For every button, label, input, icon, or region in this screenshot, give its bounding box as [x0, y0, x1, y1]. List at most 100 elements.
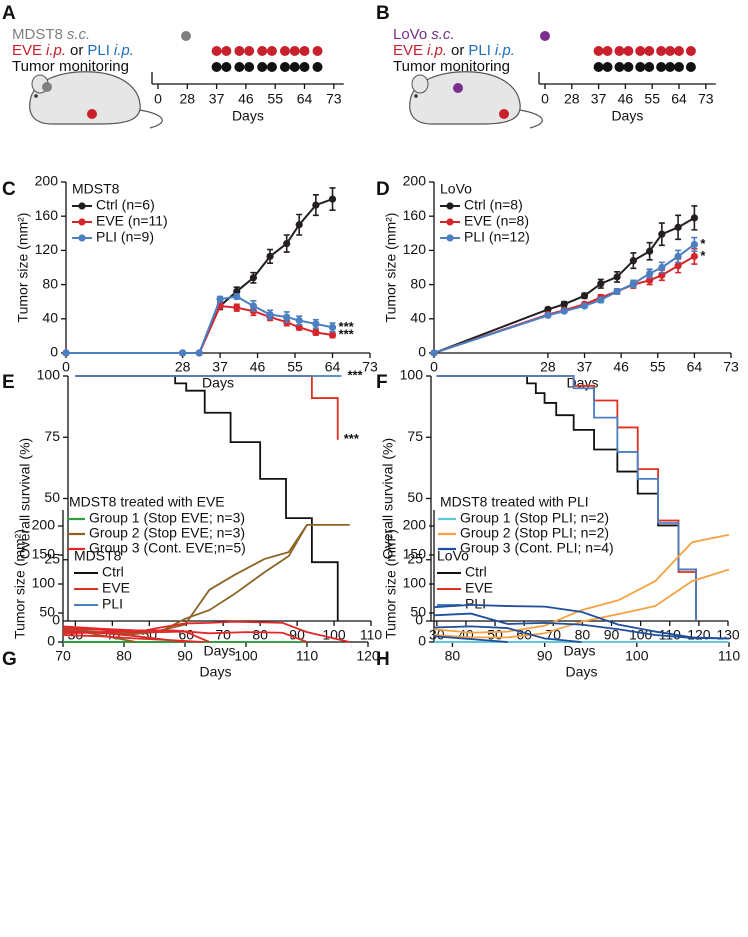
x-tick-label: 64 — [297, 91, 313, 107]
data-point — [629, 257, 637, 265]
monitoring-dot — [635, 62, 646, 72]
monitoring-dot — [211, 62, 222, 72]
legend-marker — [446, 234, 454, 242]
survival-curve — [436, 375, 697, 621]
x-tick-label: 0 — [541, 91, 549, 107]
treatment-dot — [279, 46, 290, 56]
x-tick-label: 73 — [326, 91, 342, 107]
y-tick-label: 100 — [403, 575, 427, 591]
x-tick-label: 28 — [564, 91, 580, 107]
treatment-dot — [685, 46, 696, 56]
treatment-dot — [257, 46, 268, 56]
monitoring-dot — [614, 62, 625, 72]
treatment-label: EVE i.p. or PLI i.p. — [12, 42, 134, 59]
monitoring-dot — [312, 62, 323, 72]
drug: EVE — [393, 42, 423, 59]
y-axis-label: Tumor size (mm²) — [383, 529, 399, 639]
x-tick-label: 73 — [362, 359, 378, 375]
x-tick-label: 90 — [177, 648, 193, 664]
data-point — [629, 280, 637, 288]
data-point — [233, 292, 241, 301]
legend-label: Ctrl — [102, 564, 124, 580]
treatment-dot — [593, 46, 604, 56]
data-point — [312, 328, 320, 337]
treatment-dot — [614, 46, 625, 56]
x-tick-label: 0 — [154, 91, 162, 107]
series-line — [433, 243, 695, 354]
significance: *** — [339, 319, 355, 334]
injection-site — [453, 83, 463, 93]
injection-site — [42, 82, 52, 92]
x-tick-label: 100 — [625, 648, 649, 664]
x-tick-label: 37 — [591, 91, 607, 107]
data-point — [295, 316, 303, 325]
y-tick-label: 50 — [407, 489, 423, 505]
x-tick-label: 80 — [575, 627, 591, 643]
x-tick-label: 46 — [613, 359, 629, 375]
y-tick-label: 50 — [410, 604, 426, 620]
treatment-dot — [665, 46, 676, 56]
panel-letter: B — [376, 3, 390, 24]
individual-curve — [433, 533, 730, 634]
legend-label: PLI (n=9) — [96, 229, 154, 245]
significance: *** — [339, 326, 355, 341]
panel-letter: F — [376, 372, 388, 393]
x-tick-label: 110 — [360, 627, 383, 643]
x-tick-label: 0 — [62, 359, 70, 375]
connector: or — [70, 42, 83, 59]
data-point — [295, 221, 303, 229]
treatment-dot — [602, 46, 613, 56]
data-point — [544, 311, 552, 319]
legend-marker — [446, 218, 454, 226]
y-tick-label: 40 — [42, 310, 58, 326]
cell-line: MDST8 — [12, 26, 63, 43]
panel-letter: A — [2, 3, 16, 24]
x-tick-label: 46 — [238, 91, 254, 107]
y-axis-label: Overall survival (%) — [380, 438, 396, 559]
panel-letter: D — [376, 179, 390, 200]
monitoring-dot — [656, 62, 667, 72]
data-point — [249, 302, 257, 310]
treatment-dot — [656, 46, 667, 56]
monitoring-dot — [279, 62, 290, 72]
drug: EVE — [12, 42, 42, 59]
panel-letter: C — [2, 179, 16, 200]
treatment-label: EVE i.p. or PLI i.p. — [393, 42, 515, 59]
y-tick-label: 0 — [415, 612, 423, 628]
y-tick-label: 200 — [403, 517, 427, 533]
data-point — [690, 252, 698, 260]
data-point — [597, 280, 605, 288]
x-tick-label: 0 — [430, 359, 438, 375]
data-point — [674, 223, 682, 231]
treatment-dot — [234, 46, 245, 56]
x-tick-label: 46 — [618, 91, 634, 107]
mouse-tail — [139, 109, 163, 129]
x-tick-label: 100 — [234, 648, 258, 664]
legend-label: PLI (n=12) — [464, 229, 530, 245]
legend-label: Group 3 (Cont. EVE;n=5) — [89, 540, 246, 556]
y-tick-label: 25 — [407, 550, 423, 566]
legend-marker — [446, 202, 454, 210]
legend-label: Group 3 (Cont. PLI; n=4) — [460, 540, 614, 556]
y-tick-label: 25 — [44, 550, 60, 566]
data-point — [674, 262, 682, 270]
x-axis-label: Days — [202, 375, 234, 391]
y-tick-label: 160 — [35, 207, 59, 223]
data-point — [179, 349, 187, 357]
data-point — [613, 273, 621, 281]
data-point — [266, 252, 274, 260]
monitoring-dot — [593, 62, 604, 72]
x-axis-label: Days — [232, 108, 264, 124]
legend-title: MDST8 — [72, 181, 120, 197]
data-point — [690, 214, 698, 222]
x-tick-label: 70 — [55, 648, 71, 664]
y-tick-label: 75 — [407, 428, 423, 444]
legend-title: LoVo — [440, 181, 472, 197]
route: i.p. — [427, 42, 447, 59]
legend-label: Group 2 (Stop PLI; n=2) — [460, 525, 609, 541]
y-tick-label: 120 — [35, 241, 59, 257]
y-tick-label: 50 — [39, 604, 55, 620]
legend-marker — [78, 202, 86, 210]
y-tick-label: 150 — [403, 546, 427, 562]
